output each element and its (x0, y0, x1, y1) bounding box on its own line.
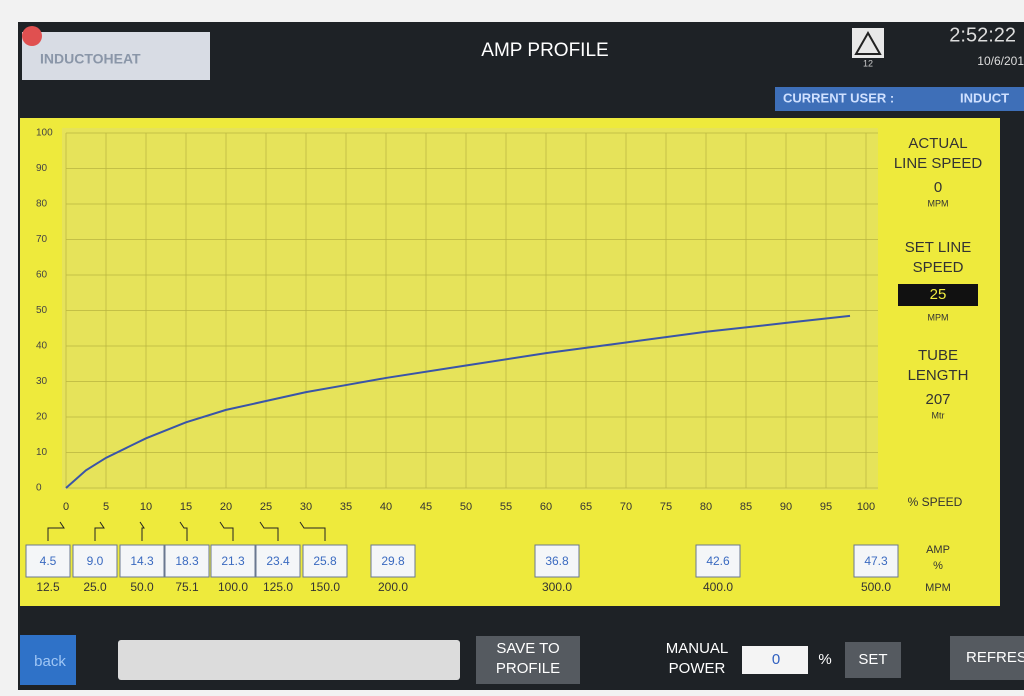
y-tick-label: 0 (36, 483, 42, 494)
speed-value: 500.0 (861, 580, 891, 594)
logo: INDUCTOHEAT (40, 51, 141, 67)
x-tick-label: 75 (660, 501, 672, 513)
manual-label: POWER (669, 660, 726, 677)
tube-value: 207 (925, 391, 950, 408)
speed-value: 200.0 (378, 580, 408, 594)
speed-value: 12.5 (36, 580, 60, 594)
x-tick-label: 20 (220, 501, 232, 513)
manual-value: 0 (772, 651, 780, 668)
speed-value: 150.0 (310, 580, 340, 594)
alarm-count: 12 (863, 58, 873, 68)
y-tick-label: 70 (36, 234, 48, 245)
amp-label: % (933, 560, 943, 572)
tube-unit: Mtr (932, 410, 945, 420)
date: 10/6/201 (977, 54, 1024, 68)
set-label: SPEED (913, 259, 964, 276)
amp-value: 25.8 (313, 554, 337, 568)
amp-value: 14.3 (130, 554, 154, 568)
set-label: SET LINE (905, 239, 971, 256)
actual-value: 0 (934, 179, 942, 196)
save-label: SAVE TO (496, 640, 559, 657)
set-unit: MPM (928, 312, 949, 322)
set-value: 25 (930, 286, 947, 303)
tube-label: LENGTH (908, 367, 969, 384)
refresh-label: REFRES (966, 649, 1024, 666)
manual-label: MANUAL (666, 640, 729, 657)
x-tick-label: 60 (540, 501, 552, 513)
x-tick-label: 15 (180, 501, 192, 513)
x-tick-label: 35 (340, 501, 352, 513)
speed-value: 125.0 (263, 580, 293, 594)
clock: 2:52:22 (949, 24, 1016, 46)
back-label: back (34, 653, 66, 670)
save-label: PROFILE (496, 660, 560, 677)
user-name: INDUCT (960, 90, 1009, 105)
amp-value: 36.8 (545, 554, 569, 568)
x-tick-label: 40 (380, 501, 392, 513)
speed-value: 25.0 (83, 580, 107, 594)
y-tick-label: 30 (36, 376, 48, 387)
plot-area (62, 128, 878, 490)
amp-value: 29.8 (381, 554, 405, 568)
y-tick-label: 60 (36, 270, 48, 281)
x-axis-label: % SPEED (908, 495, 963, 509)
x-tick-label: 80 (700, 501, 712, 513)
x-tick-label: 5 (103, 501, 109, 513)
y-tick-label: 100 (36, 128, 53, 139)
x-tick-label: 10 (140, 501, 152, 513)
x-tick-label: 70 (620, 501, 632, 513)
speed-value: 50.0 (130, 580, 154, 594)
x-tick-label: 30 (300, 501, 312, 513)
x-tick-label: 55 (500, 501, 512, 513)
x-tick-label: 65 (580, 501, 592, 513)
speed-value: 400.0 (703, 580, 733, 594)
x-tick-label: 45 (420, 501, 432, 513)
screen: INDUCTOHEAT AMP PROFILE 12 2:52:22 10/6/… (0, 0, 1024, 696)
speed-value: 300.0 (542, 580, 572, 594)
amp-value: 9.0 (87, 554, 104, 568)
y-tick-label: 80 (36, 199, 48, 210)
speed-value: 75.1 (175, 580, 199, 594)
x-tick-label: 85 (740, 501, 752, 513)
mpm-label: MPM (925, 582, 951, 594)
amp-label: AMP (926, 544, 950, 556)
actual-label: ACTUAL (908, 135, 967, 152)
page: {"header": {"logo": "INDUCTOHEAT", "titl… (0, 0, 1024, 696)
user-label: CURRENT USER : (783, 90, 894, 105)
y-tick-label: 40 (36, 341, 48, 352)
set-label: SET (858, 651, 887, 668)
y-tick-label: 50 (36, 305, 48, 316)
x-tick-label: 50 (460, 501, 472, 513)
amp-value: 21.3 (221, 554, 245, 568)
y-tick-label: 10 (36, 447, 48, 458)
screen-title: AMP PROFILE (481, 40, 608, 61)
speed-value: 100.0 (218, 580, 248, 594)
amp-value: 4.5 (40, 554, 57, 568)
percent-sign: % (818, 651, 831, 668)
tube-label: TUBE (918, 347, 958, 364)
amp-value: 23.4 (266, 554, 290, 568)
x-tick-label: 100 (857, 501, 875, 513)
logo-dot (22, 26, 42, 46)
x-tick-label: 0 (63, 501, 69, 513)
actual-label: LINE SPEED (894, 155, 983, 172)
actual-unit: MPM (928, 198, 949, 208)
x-tick-label: 95 (820, 501, 832, 513)
x-tick-label: 90 (780, 501, 792, 513)
y-tick-label: 90 (36, 163, 48, 174)
message-field (118, 640, 460, 680)
amp-value: 18.3 (175, 554, 199, 568)
amp-value: 42.6 (706, 554, 730, 568)
y-tick-label: 20 (36, 412, 48, 423)
amp-value: 47.3 (864, 554, 888, 568)
x-tick-label: 25 (260, 501, 272, 513)
